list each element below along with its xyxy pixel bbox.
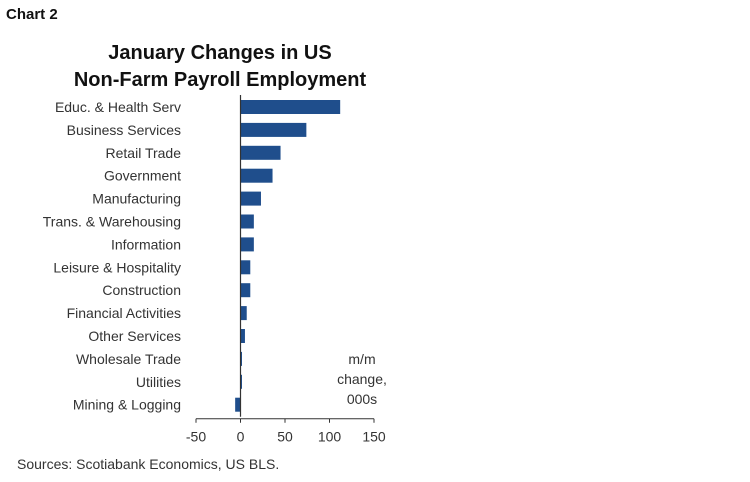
unit-label-line-2: change, [337,371,387,387]
bar-11 [240,351,242,366]
bar-12 [240,374,242,389]
unit-label: m/m change, 000s [337,351,387,407]
bar-9 [240,306,247,321]
bar-0 [240,100,341,114]
x-tick-label-2: 50 [277,429,293,445]
category-label-2: Retail Trade [106,145,182,161]
category-label-4: Manufacturing [92,191,181,207]
category-label-3: Government [104,168,181,184]
bar-4 [240,191,261,206]
x-tick-label-3: 100 [318,429,342,445]
category-label-1: Business Services [67,122,181,138]
bar-13 [235,397,241,412]
bar-2 [240,145,281,160]
category-label-12: Utilities [136,374,181,390]
category-label-0: Educ. & Health Serv [55,99,181,115]
unit-label-line-3: 000s [347,391,377,407]
category-labels-group: Educ. & Health Serv Business Services Reta… [43,99,181,413]
x-tick-label-1: 0 [237,429,245,445]
unit-label-line-1: m/m [348,351,375,367]
chart-number-label: Chart 2 [6,6,58,23]
bar-8 [240,283,251,298]
category-label-11: Wholesale Trade [76,351,181,367]
bar-1 [240,122,307,137]
category-label-10: Other Services [88,328,181,344]
category-label-8: Construction [102,282,181,298]
category-label-7: Leisure & Hospitality [53,259,181,275]
bar-7 [240,260,251,275]
x-tick-label-4: 150 [362,429,386,445]
category-label-9: Financial Activities [67,305,181,321]
x-ticks-group: -50 0 50 100 150 [186,418,386,445]
category-label-5: Trans. & Warehousing [43,214,181,230]
source-note: Sources: Scotiabank Economics, US BLS. [17,456,280,472]
category-label-13: Mining & Logging [73,397,181,413]
chart-title-line-1: January Changes in US [108,42,332,64]
category-label-6: Information [111,236,181,252]
bars-group [235,100,341,412]
bar-6 [240,237,254,252]
x-tick-label-0: -50 [186,429,206,445]
bar-5 [240,214,254,229]
chart-title-line-2: Non-Farm Payroll Employment [73,69,367,91]
bar-10 [240,329,245,343]
bar-3 [240,168,273,183]
